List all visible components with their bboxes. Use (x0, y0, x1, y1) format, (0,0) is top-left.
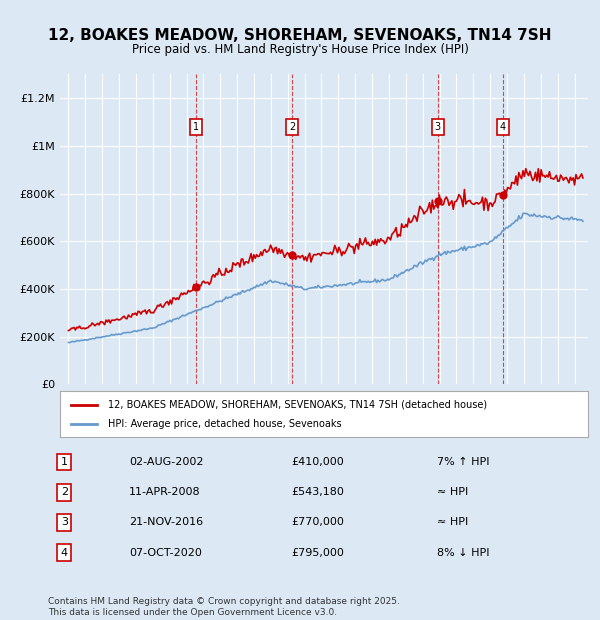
Text: £770,000: £770,000 (291, 518, 344, 528)
Text: 1: 1 (61, 457, 68, 467)
Text: 4: 4 (500, 122, 506, 132)
Text: 12, BOAKES MEADOW, SHOREHAM, SEVENOAKS, TN14 7SH: 12, BOAKES MEADOW, SHOREHAM, SEVENOAKS, … (48, 28, 552, 43)
Text: ≈ HPI: ≈ HPI (437, 487, 468, 497)
Text: Contains HM Land Registry data © Crown copyright and database right 2025.
This d: Contains HM Land Registry data © Crown c… (48, 598, 400, 617)
Text: 21-NOV-2016: 21-NOV-2016 (129, 518, 203, 528)
Text: Price paid vs. HM Land Registry's House Price Index (HPI): Price paid vs. HM Land Registry's House … (131, 43, 469, 56)
Text: £410,000: £410,000 (291, 457, 344, 467)
Text: 1: 1 (193, 122, 199, 132)
Text: ≈ HPI: ≈ HPI (437, 518, 468, 528)
Text: 2: 2 (61, 487, 68, 497)
Text: £543,180: £543,180 (291, 487, 344, 497)
Text: 12, BOAKES MEADOW, SHOREHAM, SEVENOAKS, TN14 7SH (detached house): 12, BOAKES MEADOW, SHOREHAM, SEVENOAKS, … (107, 399, 487, 410)
Text: £795,000: £795,000 (291, 547, 344, 557)
Text: 3: 3 (434, 122, 441, 132)
Text: 02-AUG-2002: 02-AUG-2002 (129, 457, 203, 467)
Text: HPI: Average price, detached house, Sevenoaks: HPI: Average price, detached house, Seve… (107, 419, 341, 429)
Text: 11-APR-2008: 11-APR-2008 (129, 487, 200, 497)
Text: 2: 2 (289, 122, 295, 132)
Text: 8% ↓ HPI: 8% ↓ HPI (437, 547, 490, 557)
Text: 07-OCT-2020: 07-OCT-2020 (129, 547, 202, 557)
Text: 3: 3 (61, 518, 68, 528)
Text: 7% ↑ HPI: 7% ↑ HPI (437, 457, 490, 467)
Text: 4: 4 (61, 547, 68, 557)
